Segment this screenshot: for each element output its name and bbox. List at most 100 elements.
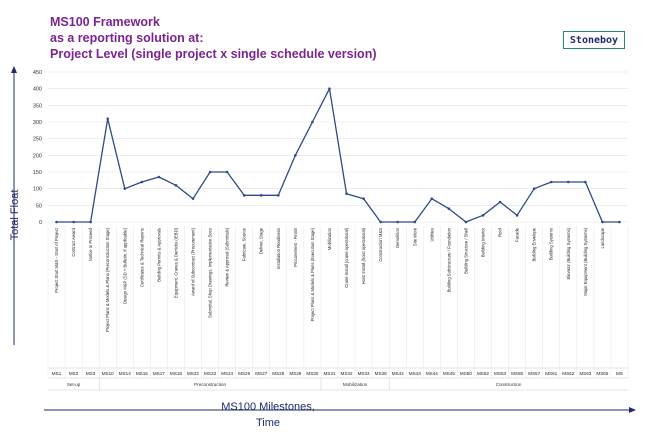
milestone-code: MS38 [375, 371, 387, 376]
milestone-name: Crane Install (crane operational) [344, 227, 349, 287]
data-point [362, 197, 365, 200]
total-float-line [56, 88, 620, 223]
data-point [242, 194, 246, 197]
milestone-code: MS57 [528, 371, 540, 376]
milestone-code: MS53 [494, 371, 506, 376]
data-point [498, 200, 502, 204]
milestone-code: MS55 [511, 371, 523, 376]
phase-label: Construction [496, 382, 522, 387]
milestone-name: Fabricate, Source [242, 227, 247, 261]
milestone-code: MS32 [341, 371, 353, 376]
milestone-name: Demolition [395, 227, 400, 247]
milestone-code: MS26 [238, 371, 250, 376]
milestone-name: Project Start M&S - Start of Project [54, 227, 59, 293]
milestone-code: MS63 [579, 371, 591, 376]
milestone-name: Hoist Install (hoist operational) [361, 227, 366, 284]
milestone-code: MS17 [153, 371, 165, 376]
milestone-name: Design M&P (SD + Bulletin, if applicable… [122, 227, 127, 304]
milestone-name: Elevator (Building Systems) [566, 227, 571, 279]
title-line-1: MS100 Framework [50, 15, 160, 29]
data-point [276, 194, 280, 197]
milestone-code: MS23 [204, 371, 216, 376]
milestone-name: Building Interior [481, 227, 486, 257]
data-point [157, 175, 161, 179]
milestone-code: MS31 [323, 371, 335, 376]
y-tick-label: 0 [39, 220, 42, 226]
milestone-name: Notice to Proceed [88, 227, 93, 261]
milestone-code: MS24 [221, 371, 233, 376]
milestone-code: MS16 [136, 371, 148, 376]
x-axis-label-line-1: MS100 Milestones, [221, 401, 315, 413]
data-point [532, 187, 536, 190]
milestone-code: MS3 [86, 371, 96, 376]
milestone-name: Utilities [429, 228, 434, 242]
milestone-code: MS50 [460, 371, 472, 376]
milestone-name: Landscape [600, 227, 605, 248]
data-point [259, 194, 263, 197]
data-point [481, 214, 485, 217]
milestone-code: MS42 [392, 371, 404, 376]
x-axis-arrow-head [629, 407, 636, 413]
milestone-name: Procurement - Finish [293, 227, 298, 267]
data-point [174, 184, 178, 187]
milestone-code: MS62 [562, 371, 574, 376]
data-point [89, 220, 92, 224]
data-point [549, 180, 553, 184]
y-tick-label: 350 [33, 103, 42, 109]
data-point [464, 220, 468, 224]
data-point [430, 197, 434, 200]
milestone-name: Major Equipment (Building Systems) [583, 227, 588, 295]
milestone-code: MS27 [255, 371, 267, 376]
milestone-code: MS28 [272, 371, 284, 376]
data-point [447, 207, 451, 210]
milestone-code: MS14 [119, 371, 131, 376]
milestone-name: Building Structure / Shell [463, 228, 468, 274]
milestone-code: MS52 [477, 371, 489, 376]
data-point [413, 220, 417, 224]
title-line-2: as a reporting solution at: [50, 31, 204, 45]
y-tick-label: 200 [33, 153, 42, 159]
y-tick-label: 450 [33, 70, 42, 76]
y-axis-arrow-head [11, 66, 17, 73]
milestone-name: Construction M&S [378, 228, 383, 262]
data-point [294, 154, 297, 157]
milestone-name: Mobilization [327, 227, 332, 250]
milestone-name: Review & Approval (Submittals) [225, 227, 230, 286]
data-point [584, 180, 587, 184]
milestone-code: MS61 [545, 371, 557, 376]
data-point [140, 180, 144, 184]
data-point [345, 192, 348, 195]
milestone-name: Award of Subcontract (Procurement) [191, 227, 196, 295]
data-point [123, 187, 127, 190]
milestone-code: MS33 [358, 371, 370, 376]
milestone-name: Facade [515, 227, 520, 242]
phase-label: Preconstruction [194, 382, 226, 387]
milestone-code: MS65 [596, 371, 608, 376]
y-tick-label: 300 [33, 120, 42, 126]
milestone-name: Submittal, Shop Drawings, Implementation… [208, 228, 213, 318]
milestone-code: MS18 [170, 371, 182, 376]
milestone-code: MS [616, 371, 623, 376]
milestone-name: Building Systems [549, 228, 554, 260]
data-point [208, 170, 212, 174]
milestone-code: MS10 [102, 371, 114, 376]
milestone-code: MS1 [52, 371, 62, 376]
milestone-name: Contract Award [71, 227, 76, 256]
data-point [72, 220, 75, 224]
phase-label: Mobilization [343, 382, 368, 387]
phase-label: Set-up [67, 382, 81, 387]
data-point [618, 220, 621, 224]
milestone-name: Site Work [412, 227, 417, 246]
data-point [106, 117, 110, 120]
y-tick-label: 100 [33, 187, 42, 193]
milestone-name: Project Plans & Models & Plans (Preconst… [105, 227, 110, 332]
milestone-name: Certificates & Technical Reports [139, 228, 144, 287]
data-point [566, 180, 570, 184]
title-line-3: Project Level (single project x single s… [50, 47, 377, 61]
milestone-name: Equipment, Cranes & Derricks (IEBD) [173, 227, 178, 298]
y-tick-label: 400 [33, 87, 42, 93]
milestone-code: MS30 [306, 371, 318, 376]
data-point [225, 170, 229, 174]
milestone-code: MS43 [409, 371, 421, 376]
